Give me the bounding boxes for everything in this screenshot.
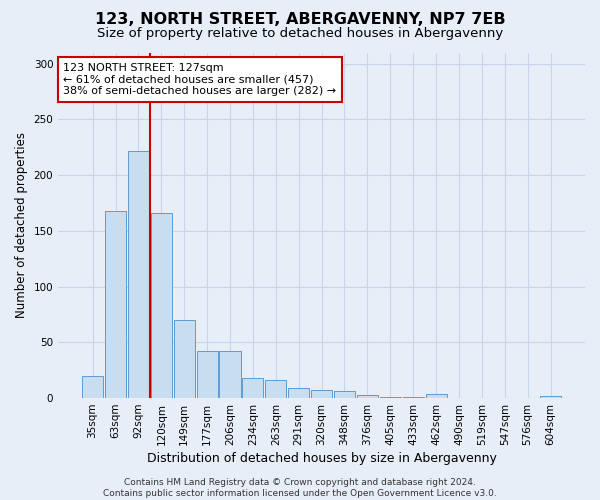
Bar [265,380,286,398]
Bar [334,392,355,398]
Bar [357,394,378,398]
Bar [173,320,195,398]
Bar [288,388,309,398]
Y-axis label: Number of detached properties: Number of detached properties [15,132,28,318]
X-axis label: Distribution of detached houses by size in Abergavenny: Distribution of detached houses by size … [146,452,497,465]
Bar [242,378,263,398]
Bar [220,352,241,398]
Text: 123 NORTH STREET: 127sqm
← 61% of detached houses are smaller (457)
38% of semi-: 123 NORTH STREET: 127sqm ← 61% of detach… [64,63,337,96]
Bar [403,397,424,398]
Bar [311,390,332,398]
Text: 123, NORTH STREET, ABERGAVENNY, NP7 7EB: 123, NORTH STREET, ABERGAVENNY, NP7 7EB [95,12,505,28]
Bar [151,213,172,398]
Bar [82,376,103,398]
Bar [105,211,126,398]
Bar [197,352,218,398]
Text: Contains HM Land Registry data © Crown copyright and database right 2024.
Contai: Contains HM Land Registry data © Crown c… [103,478,497,498]
Bar [425,394,446,398]
Bar [540,396,561,398]
Text: Size of property relative to detached houses in Abergavenny: Size of property relative to detached ho… [97,28,503,40]
Bar [128,150,149,398]
Bar [380,397,401,398]
